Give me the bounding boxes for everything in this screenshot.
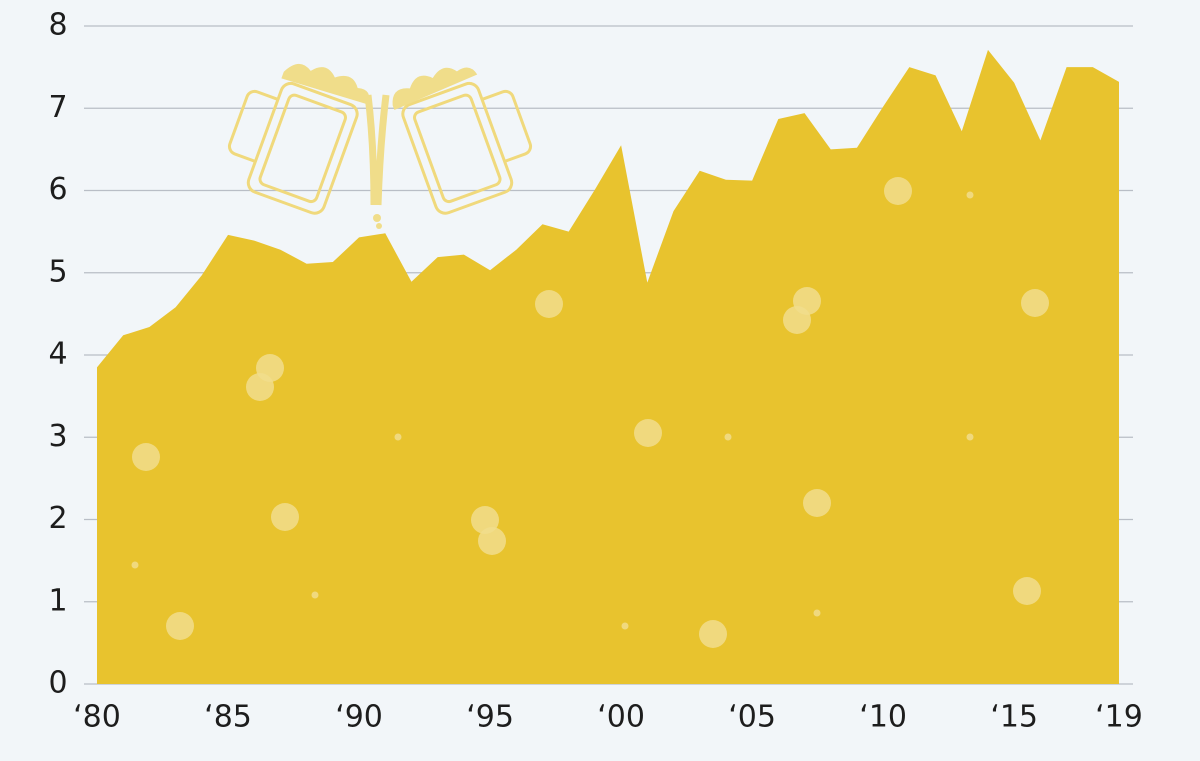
x-tick-label: ‘95 bbox=[466, 700, 514, 735]
y-tick-label: 6 bbox=[48, 172, 67, 207]
y-tick-label: 3 bbox=[48, 419, 67, 454]
bubble bbox=[724, 433, 732, 441]
x-tick-label: ‘19 bbox=[1095, 700, 1143, 735]
bubble bbox=[131, 561, 139, 569]
bubble bbox=[166, 612, 194, 640]
bubble bbox=[793, 287, 821, 315]
x-tick-label: ‘15 bbox=[990, 700, 1038, 735]
x-tick-label: ‘80 bbox=[73, 700, 121, 735]
bubble bbox=[394, 433, 402, 441]
area-layer bbox=[97, 49, 1119, 685]
y-tick-label: 7 bbox=[48, 90, 67, 125]
x-tick-label: ‘90 bbox=[335, 700, 383, 735]
bubble bbox=[256, 354, 284, 382]
y-tick-label: 1 bbox=[48, 583, 67, 618]
bubbles bbox=[131, 177, 1049, 648]
bubble bbox=[271, 503, 299, 531]
y-tick-label: 0 bbox=[48, 666, 67, 701]
y-tick-label: 8 bbox=[48, 8, 67, 43]
bubble bbox=[1021, 289, 1049, 317]
x-tick-label: ‘00 bbox=[597, 700, 645, 735]
bubble bbox=[966, 191, 974, 199]
bubble bbox=[621, 622, 629, 630]
bubble bbox=[813, 609, 821, 617]
x-tick-label: ‘05 bbox=[728, 700, 776, 735]
bubble bbox=[535, 290, 563, 318]
bubble bbox=[699, 620, 727, 648]
labels: 0 1 2 3 4 5 6 7 8 ‘80 ‘85 ‘90 ‘95 ‘00 ‘05 ‘10 ‘15 ‘19 bbox=[48, 8, 1142, 735]
mug-left bbox=[227, 63, 370, 215]
bubble bbox=[1013, 577, 1041, 605]
bubble bbox=[478, 527, 506, 555]
x-tick-label: ‘10 bbox=[859, 700, 907, 735]
mug-right bbox=[392, 67, 533, 215]
bubble bbox=[884, 177, 912, 205]
y-tick-label: 5 bbox=[48, 254, 67, 289]
beer-mugs bbox=[227, 63, 533, 229]
bubble bbox=[311, 591, 319, 599]
x-tick-label: ‘85 bbox=[204, 700, 252, 735]
bubble bbox=[634, 419, 662, 447]
area bbox=[97, 49, 1119, 685]
y-tick-label: 4 bbox=[48, 337, 67, 372]
bubble bbox=[132, 443, 160, 471]
y-tick-label: 2 bbox=[48, 501, 67, 536]
bubble bbox=[803, 489, 831, 517]
bubble bbox=[966, 433, 974, 441]
